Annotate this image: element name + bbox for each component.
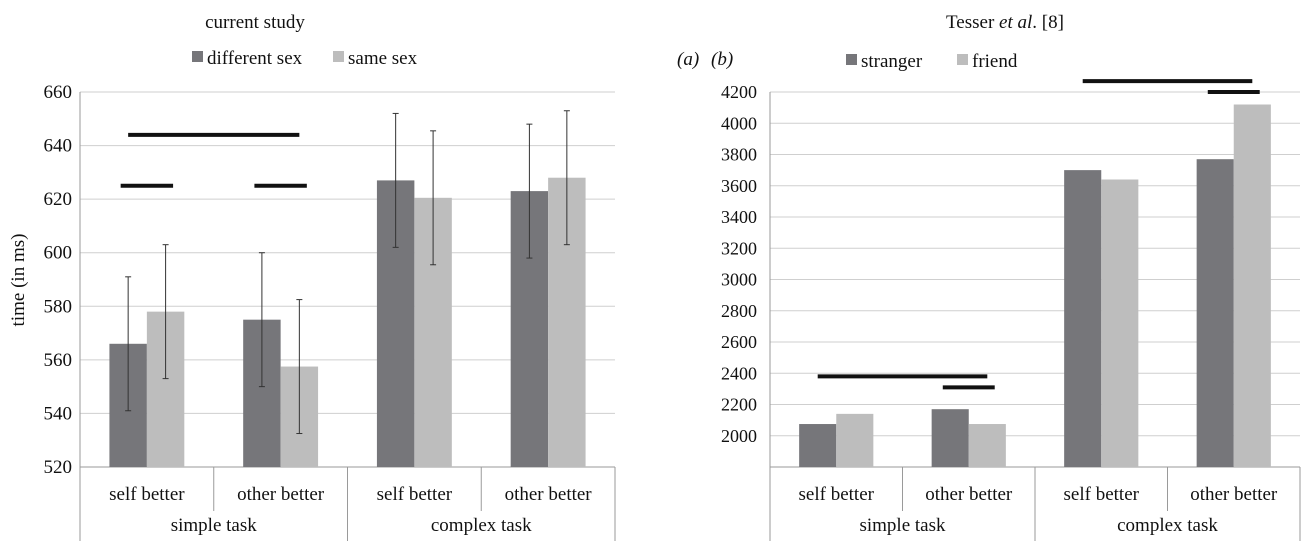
- y-tick-label: 2600: [721, 332, 757, 352]
- y-tick-label: 620: [44, 189, 73, 210]
- y-tick-label: 640: [44, 136, 73, 157]
- y-tick-label: 4200: [721, 82, 757, 102]
- chart-b-title-italic: et al: [999, 12, 1032, 33]
- y-tick-label: 3400: [721, 207, 757, 227]
- y-tick-label: 520: [44, 457, 73, 478]
- chart-b-title-part1: Tesser: [946, 12, 999, 33]
- chart-b-title-part3: . [8]: [1032, 12, 1064, 33]
- legend-label: different sex: [207, 48, 303, 69]
- y-tick-label: 3000: [721, 270, 757, 290]
- y-tick-label: 2200: [721, 395, 757, 415]
- legend-swatch: [957, 54, 968, 65]
- x-group-label: simple task: [859, 515, 946, 536]
- x-category-label: other better: [925, 484, 1013, 505]
- legend-label: stranger: [861, 51, 923, 72]
- x-category-label: other better: [237, 484, 325, 505]
- x-group-label: simple task: [171, 515, 258, 536]
- x-category-label: self better: [799, 484, 875, 505]
- chart-a-title: current study: [205, 12, 305, 33]
- x-category-label: self better: [1064, 484, 1140, 505]
- y-tick-label: 4000: [721, 113, 757, 133]
- x-category-label: other better: [1190, 484, 1278, 505]
- y-tick-label: 660: [44, 82, 73, 103]
- chart-a: 520 540 560 580 600 620 640 660 self better other…: [44, 48, 616, 541]
- legend-swatch: [846, 54, 857, 65]
- bar-friend-3: [1233, 104, 1271, 467]
- legend-label: friend: [972, 51, 1018, 72]
- chart-a-ylabel: time (in ms): [8, 234, 29, 327]
- y-tick-label: 600: [44, 243, 73, 264]
- y-tick-label: 540: [44, 403, 73, 424]
- panel-label-b: (b): [711, 49, 733, 70]
- legend-swatch: [192, 51, 203, 62]
- x-category-label: self better: [377, 484, 453, 505]
- bar-friend-2: [1101, 179, 1139, 467]
- bar-friend-0: [836, 413, 874, 467]
- y-tick-label: 3200: [721, 238, 757, 258]
- x-group-label: complex task: [1117, 515, 1218, 536]
- y-tick-label: 3600: [721, 176, 757, 196]
- y-tick-label: 2400: [721, 363, 757, 383]
- y-tick-label: 580: [44, 296, 73, 317]
- bar-stranger-0: [799, 424, 837, 467]
- legend-label: same sex: [348, 48, 418, 69]
- legend-swatch: [333, 51, 344, 62]
- y-tick-label: 2000: [721, 426, 757, 446]
- panel-label-a: (a): [677, 49, 699, 70]
- bar-stranger-1: [931, 409, 969, 467]
- x-category-label: self better: [109, 484, 185, 505]
- x-category-label: other better: [505, 484, 593, 505]
- y-tick-label: 3800: [721, 145, 757, 165]
- y-tick-label: 2800: [721, 301, 757, 321]
- bar-stranger-2: [1064, 170, 1102, 467]
- chart-b: 2000 2200 2400 2600 2800 3000 3200 3400 3600 3800…: [721, 51, 1301, 541]
- y-tick-label: 560: [44, 350, 73, 371]
- bar-friend-1: [968, 424, 1006, 467]
- x-group-label: complex task: [431, 515, 532, 536]
- chart-b-title: Tesser et al. [8]: [946, 12, 1064, 33]
- bar-stranger-3: [1196, 159, 1234, 467]
